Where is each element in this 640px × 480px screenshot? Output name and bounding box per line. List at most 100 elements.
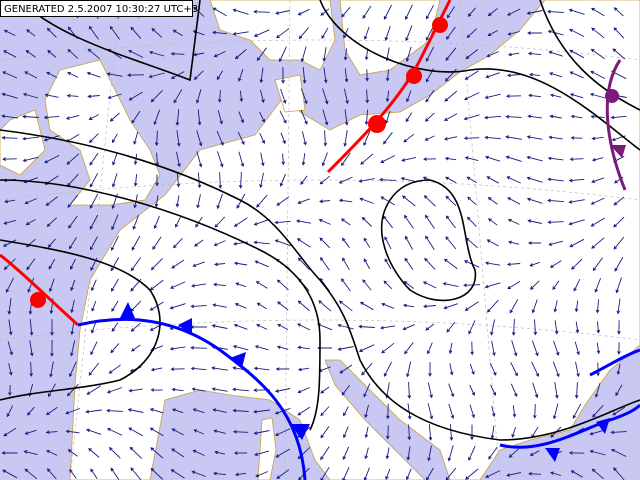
wind-arrow [614, 256, 624, 272]
wind-arrow [569, 28, 585, 38]
wind-arrow [407, 424, 412, 441]
wind-arrow [131, 110, 141, 124]
wind-arrow [425, 90, 435, 103]
wind-arrow [90, 236, 98, 251]
wind-arrow [26, 29, 36, 37]
wind-arrow [176, 130, 181, 147]
wind-arrow [238, 172, 243, 189]
wind-arrow [484, 155, 501, 162]
wind-arrow [278, 46, 287, 63]
wind-arrow [616, 298, 621, 315]
wind-arrow [191, 387, 206, 392]
wind-arrow [5, 277, 15, 293]
wind-arrow [256, 194, 268, 208]
wind-arrow [424, 135, 435, 141]
wind-arrow [233, 323, 248, 330]
front-symbol [596, 418, 610, 434]
wind-arrow [323, 130, 328, 147]
wind-arrow [217, 110, 223, 125]
wind-arrow [234, 472, 247, 477]
wind-arrow [319, 175, 330, 185]
front-symbol [230, 352, 246, 368]
wind-arrow [172, 29, 183, 37]
wind-arrow [253, 218, 270, 226]
wind-arrow [149, 427, 164, 437]
wind-arrow [170, 469, 185, 479]
wind-arrow [547, 156, 564, 161]
wind-arrow [46, 27, 57, 38]
wind-arrow [405, 25, 413, 42]
wind-arrow [22, 136, 39, 141]
wind-arrow [24, 198, 37, 205]
wind-arrow [575, 361, 580, 378]
wind-arrow [445, 215, 456, 229]
wind-arrow [527, 31, 542, 35]
wind-arrow [171, 428, 184, 436]
wind-arrow [612, 406, 626, 416]
wind-arrow [193, 429, 204, 435]
wind-arrow [508, 448, 519, 458]
wind-arrow [383, 4, 393, 20]
wind-arrow [548, 50, 563, 57]
wind-arrow [281, 67, 285, 84]
wind-arrow [487, 30, 498, 37]
wind-arrow [589, 449, 606, 456]
wind-arrow [128, 427, 144, 437]
wind-arrow [110, 235, 119, 251]
wind-arrow [238, 111, 244, 124]
wind-arrow [48, 258, 56, 270]
denmark [274, 74, 306, 113]
wind-arrow [613, 216, 625, 228]
wind-arrow [467, 7, 476, 17]
wind-arrow [150, 447, 164, 459]
front-symbol [605, 89, 619, 103]
wind-arrow [380, 196, 396, 206]
wind-arrow [568, 8, 585, 15]
wind-arrow [553, 340, 560, 356]
wind-arrow [362, 5, 372, 19]
wind-arrow [590, 197, 605, 205]
wind-arrow [319, 237, 331, 249]
wind-arrow [341, 278, 351, 292]
wind-arrow [190, 304, 207, 309]
wind-arrow [425, 25, 435, 41]
wind-arrow [363, 130, 371, 147]
wind-arrow [484, 115, 502, 120]
wind-arrow [29, 319, 34, 336]
wind-arrow [212, 303, 227, 308]
wind-arrow [70, 299, 75, 314]
wind-arrow [276, 27, 290, 39]
wind-arrow [320, 446, 330, 461]
wind-arrow [404, 342, 414, 355]
isobar [539, 0, 640, 111]
wind-arrow [443, 303, 458, 310]
wind-arrow [89, 172, 99, 188]
wind-arrow [276, 469, 290, 479]
wind-arrow [341, 384, 351, 396]
wind-arrow [552, 361, 560, 378]
wind-arrow [90, 279, 97, 292]
wind-arrow [196, 194, 201, 209]
wind-arrow [89, 193, 99, 209]
wind-arrow [274, 220, 291, 225]
wind-arrow [43, 115, 60, 120]
wind-arrow [150, 388, 163, 392]
cold-front [77, 317, 307, 480]
wind-arrow [69, 361, 77, 378]
wind-arrow [506, 176, 521, 184]
front-symbol [178, 318, 192, 335]
wind-arrow [128, 91, 143, 101]
wind-arrow [615, 277, 622, 294]
wind-arrow [279, 110, 287, 124]
wind-arrow [528, 93, 541, 98]
wind-arrow [128, 388, 143, 393]
wind-arrow [235, 282, 247, 288]
wind-arrow [300, 175, 308, 185]
wind-arrow [571, 258, 583, 270]
wind-arrow [591, 27, 605, 39]
wind-arrow [7, 341, 14, 356]
wind-arrow [443, 136, 458, 141]
wind-arrow [320, 406, 330, 417]
wind-arrow [341, 152, 351, 167]
